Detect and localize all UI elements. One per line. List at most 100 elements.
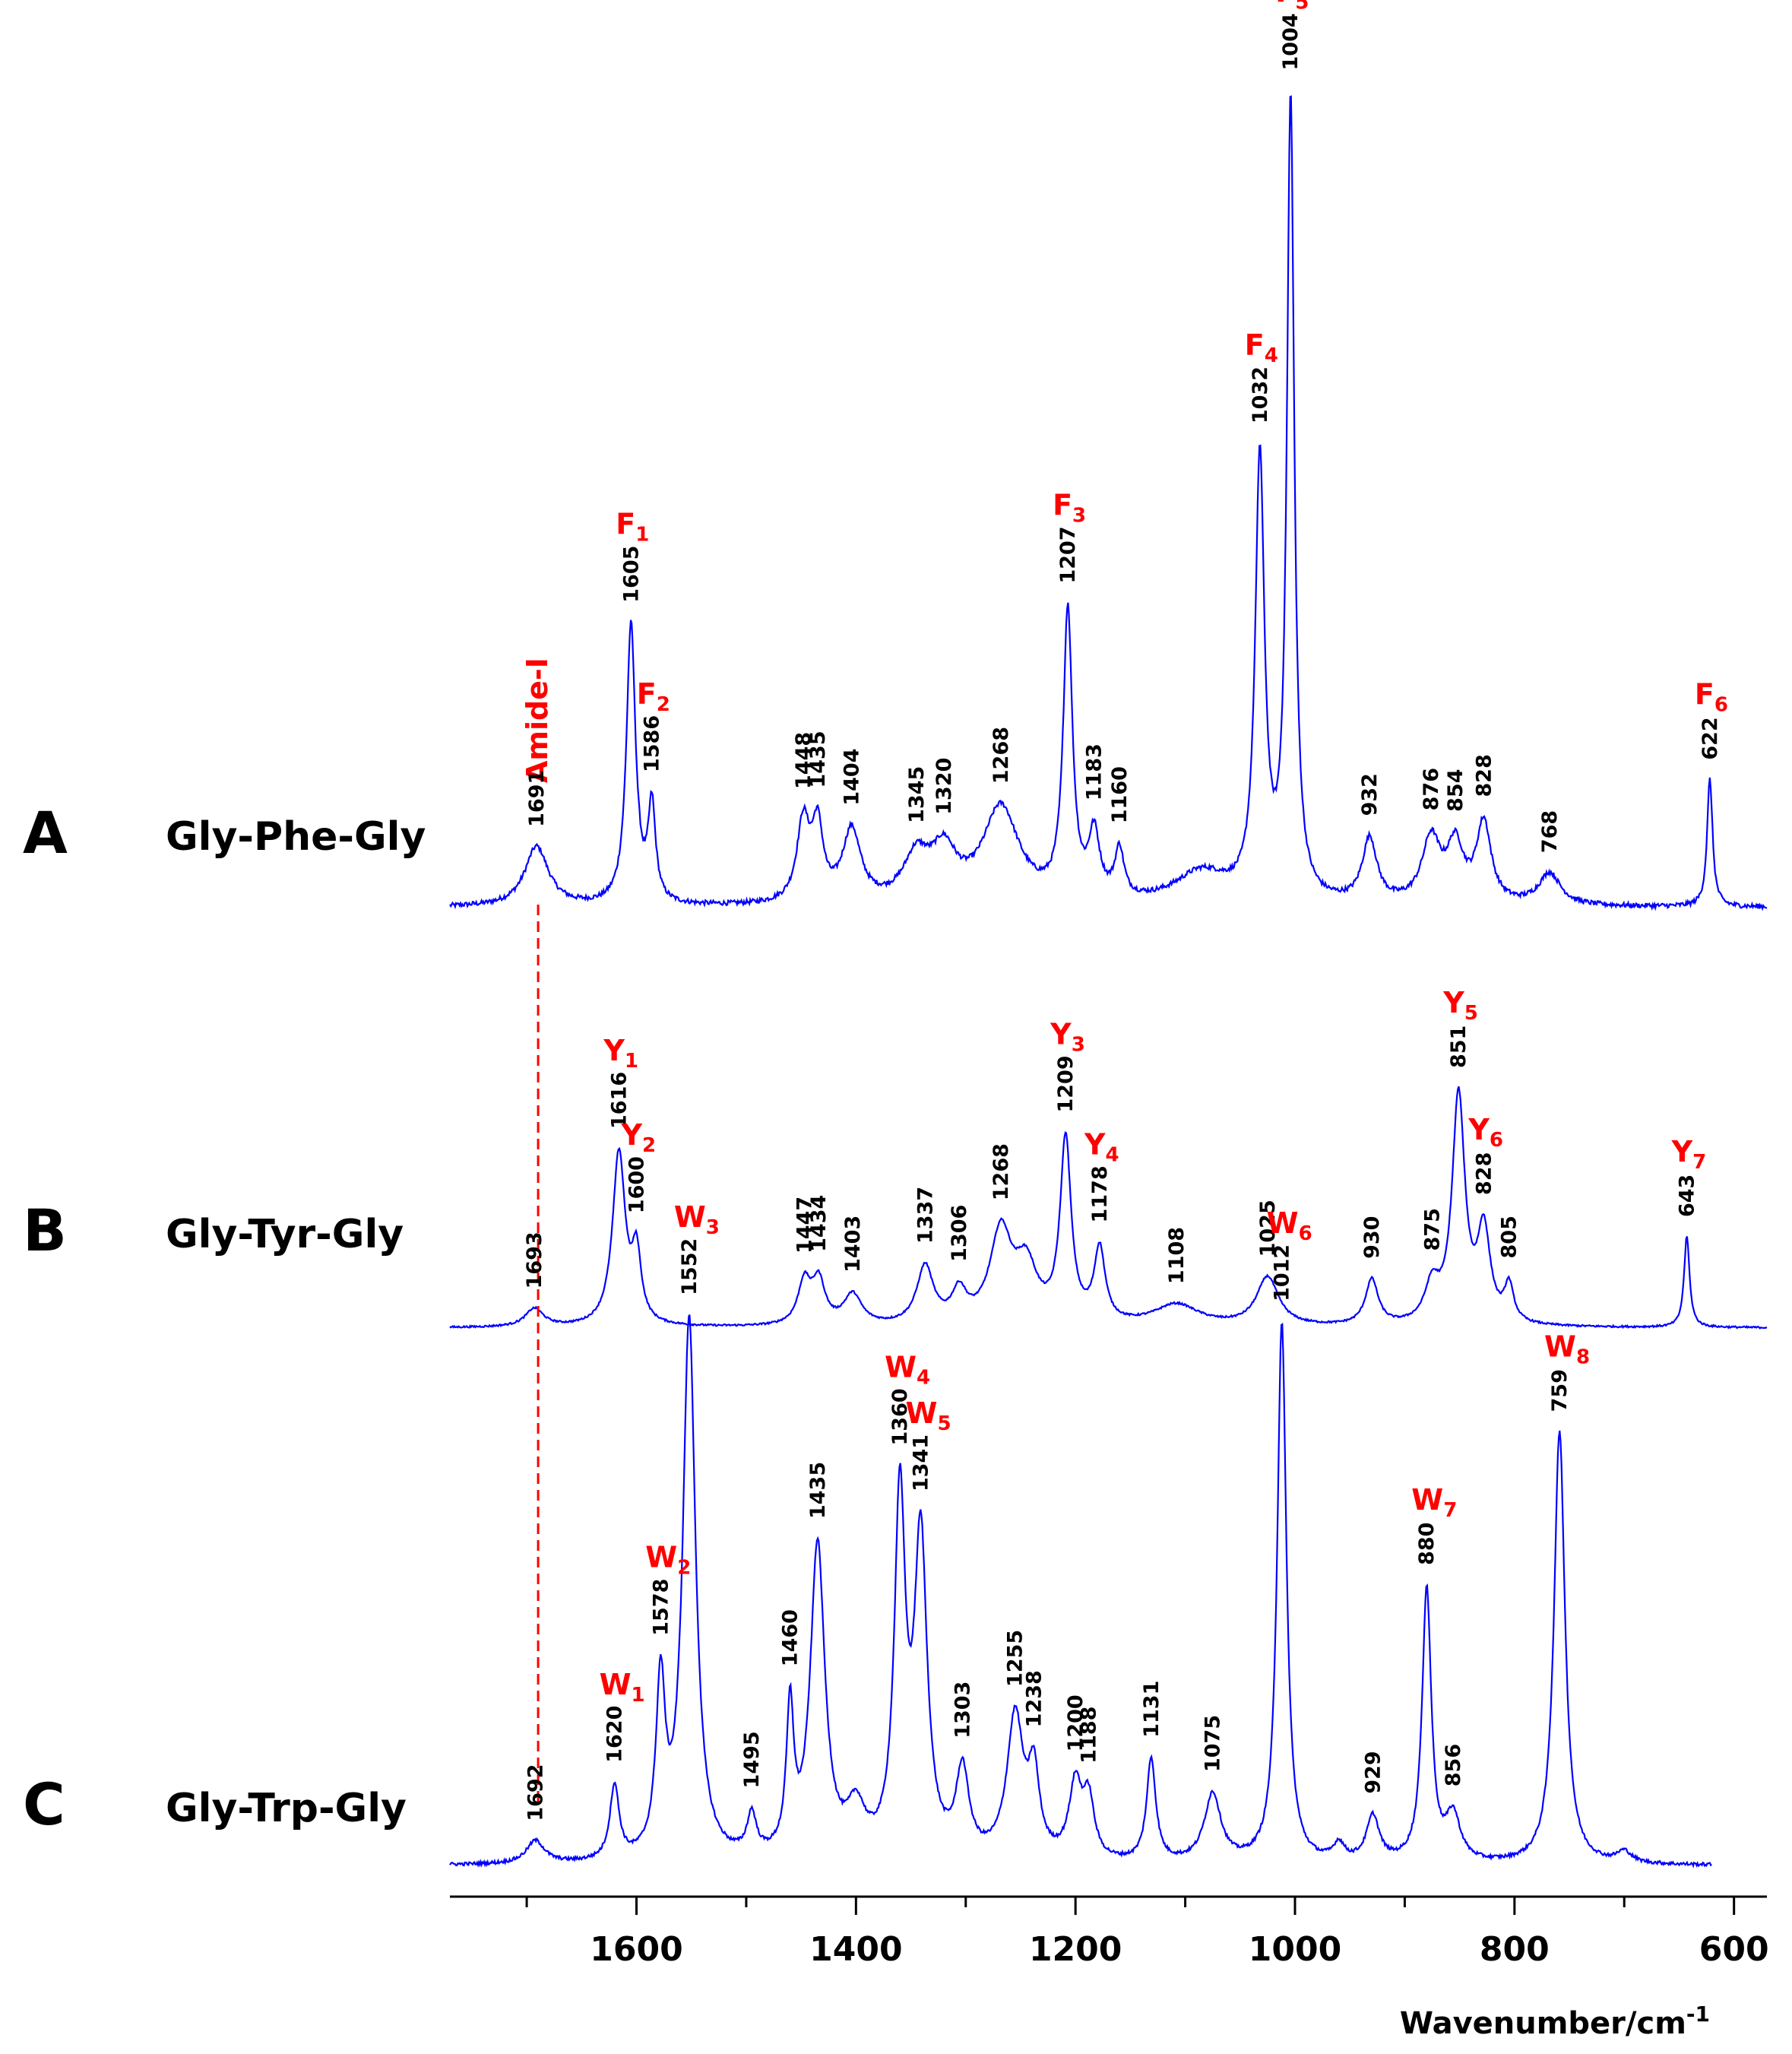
peak-label: 1306 — [948, 1205, 971, 1262]
x-axis: 1600 1400 1200 1000 800 600 Wavenumber/cm-1 — [450, 1895, 1769, 2041]
peak-label: 1238 — [1022, 1670, 1046, 1727]
band-label: Y4 — [1084, 1128, 1119, 1167]
peak-label: 1320 — [932, 758, 956, 815]
peak-label: 1303 — [951, 1682, 974, 1739]
peak-label: 828 — [1472, 754, 1496, 797]
peak-label: 768 — [1538, 810, 1562, 853]
peak-label: 1435 — [806, 731, 830, 788]
panel-name-c: Gly-Trp-Gly — [166, 1786, 407, 1831]
peak-label: 1341 — [909, 1434, 932, 1491]
x-tick-label: 1400 — [809, 1930, 902, 1969]
panel-name-a: Gly-Phe-Gly — [166, 814, 426, 860]
peak-label: 1209 — [1054, 1055, 1078, 1112]
x-axis-title: Wavenumber/cm-1 — [1400, 2002, 1710, 2041]
peak-label: 1693 — [523, 1231, 546, 1289]
band-label: F6 — [1695, 678, 1728, 717]
band-label: W2 — [645, 1541, 691, 1580]
peak-label: 1188 — [1077, 1707, 1100, 1764]
band-label: Y5 — [1442, 986, 1478, 1025]
panel-letter-c: C — [23, 1770, 65, 1838]
band-label: W7 — [1411, 1483, 1457, 1522]
panel-labels: A Gly-Phe-Gly B Gly-Tyr-Gly C Gly-Trp-Gly — [23, 799, 426, 1838]
x-tick-label: 1000 — [1249, 1930, 1341, 1969]
peak-label: 930 — [1360, 1216, 1384, 1259]
peak-label: 1183 — [1083, 743, 1107, 800]
peak-label: 1032 — [1249, 366, 1272, 423]
peak-label: 1360 — [888, 1388, 912, 1445]
peak-label: 1620 — [603, 1706, 627, 1763]
peak-label: 1447 — [793, 1197, 817, 1254]
peak-label: 1578 — [649, 1579, 673, 1636]
peak-label: 1268 — [989, 1143, 1013, 1200]
peak-label: 1448 — [792, 732, 815, 789]
panel-letter-a: A — [23, 799, 68, 867]
peak-label: 1075 — [1202, 1715, 1225, 1772]
peak-label: 880 — [1415, 1523, 1439, 1565]
peak-label: 1600 — [625, 1156, 648, 1213]
peak-label: 1495 — [740, 1731, 764, 1788]
band-label: F2 — [637, 677, 670, 716]
peak-label: 1207 — [1056, 526, 1080, 583]
peak-label: 1108 — [1165, 1227, 1189, 1284]
peak-label: 1435 — [806, 1462, 830, 1519]
band-label: W8 — [1544, 1330, 1590, 1368]
peak-label: 875 — [1421, 1208, 1445, 1250]
peak-label: 622 — [1699, 717, 1722, 759]
peak-label: 1434 — [807, 1195, 831, 1252]
peak-label: 1025 — [1256, 1200, 1280, 1257]
panel-letter-b: B — [23, 1197, 67, 1264]
peak-label: 1200 — [1064, 1694, 1088, 1751]
peak-label: 1012 — [1271, 1244, 1294, 1301]
band-label: F3 — [1053, 489, 1086, 528]
peak-label: 1337 — [913, 1187, 937, 1244]
band-label: W6 — [1267, 1206, 1312, 1245]
peak-label: 643 — [1676, 1174, 1699, 1217]
peak-label: 1403 — [841, 1216, 865, 1273]
peak-label: 854 — [1444, 769, 1467, 811]
amide-i-label: Amide-I — [521, 658, 554, 783]
spectrum-trace-b — [449, 1086, 1768, 1330]
peak-label: 1178 — [1088, 1165, 1112, 1222]
peak-label: 805 — [1498, 1216, 1521, 1258]
peak-label: 856 — [1442, 1744, 1465, 1786]
spectrum-trace-c — [449, 1314, 1712, 1869]
amide-i-marker: Amide-I — [521, 658, 554, 1802]
peak-label: 1605 — [619, 546, 643, 603]
panel-name-b: Gly-Tyr-Gly — [166, 1212, 404, 1257]
band-label: Y1 — [603, 1034, 638, 1073]
band-label: Y6 — [1467, 1113, 1503, 1152]
x-tick-label: 600 — [1699, 1930, 1769, 1969]
peak-label: 1255 — [1004, 1630, 1027, 1687]
x-tick-label: 800 — [1480, 1930, 1550, 1969]
peak-label: 1460 — [779, 1609, 803, 1666]
x-tick-label: 1200 — [1029, 1930, 1122, 1969]
peak-label: 759 — [1548, 1369, 1572, 1412]
band-label: W1 — [600, 1668, 645, 1707]
band-label: F1 — [616, 508, 649, 547]
peak-label: 828 — [1472, 1152, 1496, 1195]
x-tick-label: 1600 — [590, 1930, 682, 1969]
peak-label: 1552 — [678, 1238, 701, 1295]
band-label: F5 — [1275, 0, 1309, 14]
band-label: W4 — [885, 1351, 930, 1390]
band-label: Y2 — [621, 1118, 657, 1157]
peak-label: 1160 — [1108, 766, 1132, 823]
peak-label: 1586 — [641, 715, 664, 772]
peak-label: 1004 — [1279, 13, 1303, 70]
band-label: Y3 — [1050, 1018, 1085, 1057]
band-labels: F1 F2 F3 F4 F5 F6 Y1 Y2 Y3 Y4 Y5 Y6 Y7 W1 W2 W3 W4 W5 W6 W7… — [600, 0, 1728, 1707]
band-label: W3 — [674, 1200, 720, 1239]
peak-label: 876 — [1420, 768, 1443, 810]
spectrum-trace-a — [449, 95, 1768, 911]
band-label: F4 — [1245, 328, 1278, 367]
peak-label: 1616 — [607, 1072, 631, 1129]
spectra-traces — [449, 95, 1768, 1869]
peak-label: 851 — [1447, 1025, 1471, 1068]
band-label: W5 — [906, 1396, 951, 1435]
peak-label: 932 — [1358, 773, 1382, 816]
peak-label: 1404 — [841, 748, 864, 805]
band-label: Y7 — [1671, 1135, 1707, 1174]
peak-label: 1131 — [1140, 1681, 1164, 1738]
peak-label: 1268 — [989, 727, 1013, 784]
